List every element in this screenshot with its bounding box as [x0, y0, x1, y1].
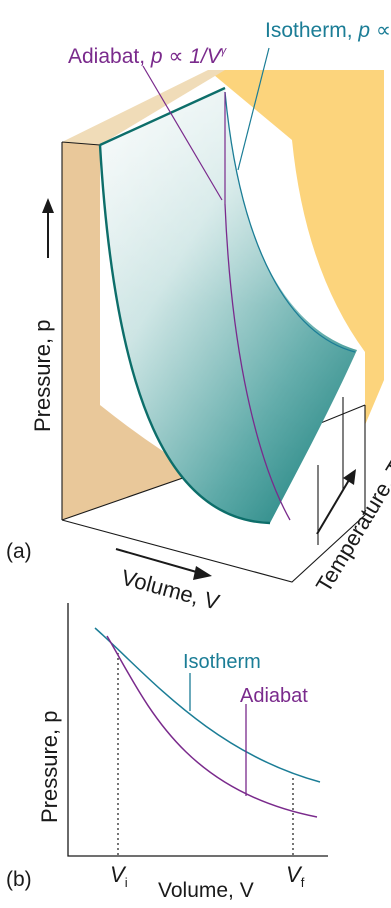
isotherm-name: Isotherm,	[265, 19, 358, 42]
side-wall	[62, 142, 198, 520]
back-wall	[208, 70, 384, 425]
box-edges	[61, 141, 344, 545]
adiabat-relation: p ∝ 1/V	[150, 45, 223, 68]
adiabat-curve-2d	[106, 635, 318, 818]
panel-a: Isotherm, p ∝ 1/V Adiabat, p ∝ 1/Vγ Pres…	[6, 19, 391, 615]
volume-axis-label-a: Volume, V	[119, 565, 223, 615]
pressure-arrow-a	[42, 198, 54, 258]
panel-b-label: (b)	[6, 868, 32, 891]
adiabat-name: Adiabat,	[68, 45, 151, 68]
isotherm-curve-3d	[224, 91, 356, 353]
isotherm-label-3d: Isotherm, p ∝ 1/V	[265, 19, 391, 42]
pressure-axis-label-a: Pressure, p	[30, 320, 55, 433]
box-top-face	[62, 70, 225, 145]
isotherm-curve-2d	[94, 627, 321, 783]
vf-label: Vf	[286, 862, 305, 890]
pressure-axis-label-b: Pressure, p	[37, 711, 62, 824]
vi-sub: i	[125, 875, 128, 890]
surface-top-edge	[99, 86, 226, 147]
adiabat-exponent: γ	[221, 45, 228, 57]
vi-main: V	[110, 862, 127, 887]
adiabat-curve-3d	[224, 203, 291, 521]
adiabat-label-3d: Adiabat, p ∝ 1/Vγ	[68, 45, 228, 68]
panel-b-axes	[67, 603, 328, 857]
volume-arrow-a	[115, 548, 212, 580]
vf-main: V	[286, 862, 303, 887]
adiabat-label-2d: Adiabat	[240, 685, 308, 707]
adiabat-leader	[142, 65, 223, 201]
vf-sub: f	[301, 875, 305, 890]
panel-b: Isotherm Adiabat Pressure, p Vi Vf Volum…	[6, 603, 328, 902]
vi-label: Vi	[110, 862, 128, 890]
surface-front-edge	[98, 144, 271, 525]
volume-axis-label-b: Volume, V	[158, 879, 254, 902]
isotherm-label-2d: Isotherm	[183, 651, 261, 673]
panel-a-label: (a)	[6, 540, 32, 563]
temperature-arrow	[316, 469, 356, 535]
isotherm-relation: p ∝ 1/V	[357, 19, 391, 42]
isotherm-leader	[237, 47, 270, 171]
pv-surface-highlight	[100, 88, 357, 523]
